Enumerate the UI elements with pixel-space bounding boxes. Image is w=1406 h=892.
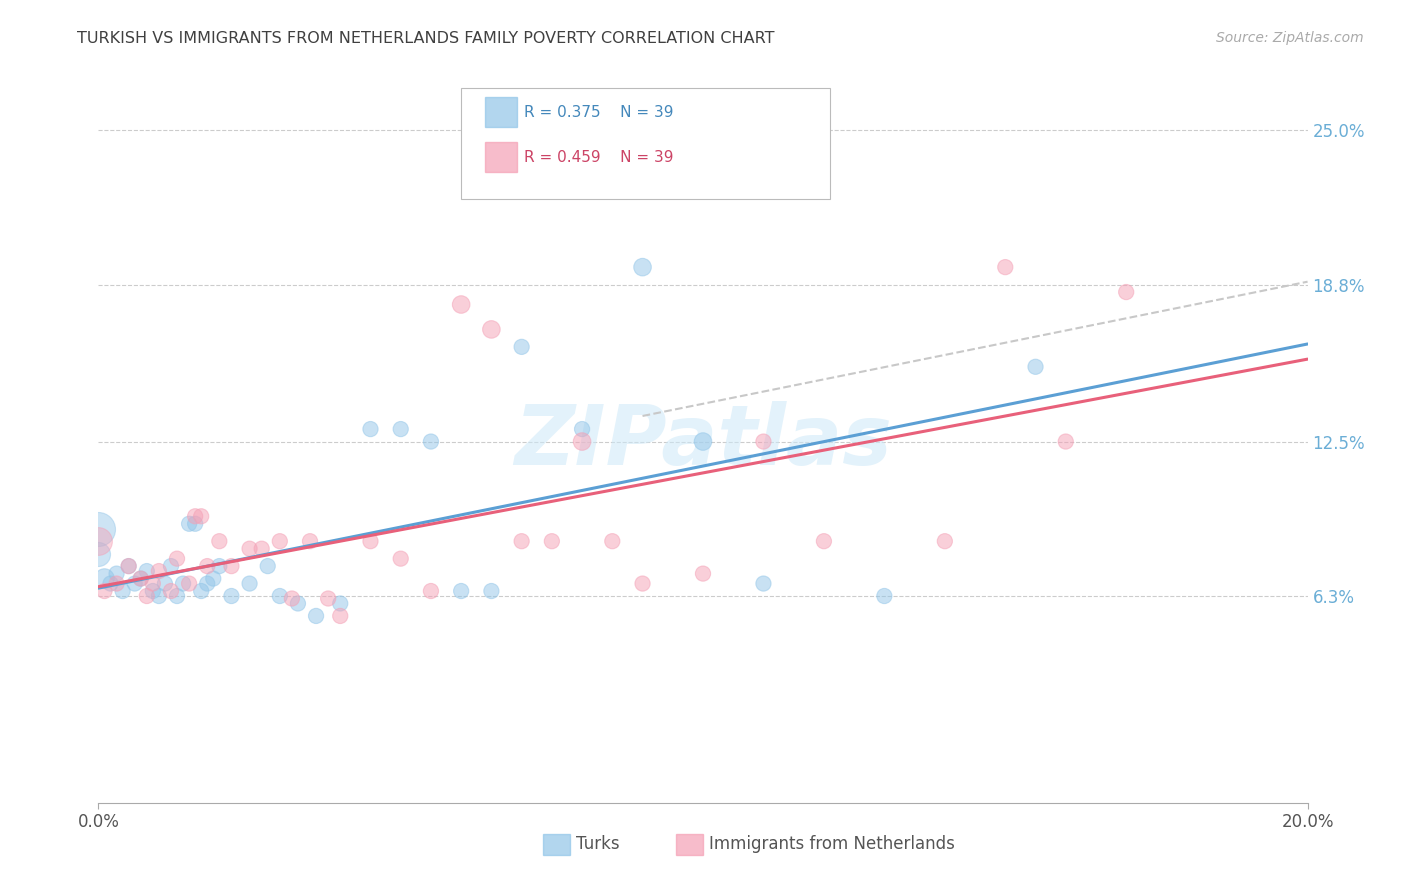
Point <box>360 534 382 549</box>
Point <box>510 534 533 549</box>
Point <box>510 340 533 354</box>
Point <box>87 522 110 536</box>
Point <box>389 422 412 436</box>
Point <box>450 297 472 311</box>
Text: Source: ZipAtlas.com: Source: ZipAtlas.com <box>1216 31 1364 45</box>
Point <box>221 559 243 574</box>
Text: Immigrants from Netherlands: Immigrants from Netherlands <box>709 835 955 853</box>
FancyBboxPatch shape <box>676 834 703 855</box>
Point <box>540 534 562 549</box>
Point <box>202 572 225 586</box>
FancyBboxPatch shape <box>461 87 830 200</box>
Point <box>105 576 128 591</box>
Point <box>93 572 115 586</box>
Point <box>420 434 443 449</box>
Point <box>299 534 322 549</box>
FancyBboxPatch shape <box>543 834 569 855</box>
Point <box>184 509 207 524</box>
Point <box>250 541 273 556</box>
Text: ZIPatlas: ZIPatlas <box>515 401 891 482</box>
Point <box>166 589 188 603</box>
Point <box>631 260 654 274</box>
Point <box>752 576 775 591</box>
Point <box>1024 359 1046 374</box>
Point <box>329 609 352 624</box>
Point <box>172 576 194 591</box>
Point <box>153 576 176 591</box>
Point <box>571 422 593 436</box>
Point <box>190 509 212 524</box>
Point <box>692 566 714 581</box>
Point <box>118 559 141 574</box>
Point <box>602 534 624 549</box>
Point <box>105 566 128 581</box>
Point <box>1054 434 1077 449</box>
Point <box>813 534 835 549</box>
Point <box>287 597 309 611</box>
Point <box>256 559 278 574</box>
Point <box>129 572 152 586</box>
Point <box>873 589 896 603</box>
Point <box>190 584 212 599</box>
Point <box>360 422 382 436</box>
Point <box>135 564 157 578</box>
Point <box>142 576 165 591</box>
Point <box>166 551 188 566</box>
Point <box>100 576 122 591</box>
Point <box>179 516 201 531</box>
Point <box>692 434 714 449</box>
Point <box>316 591 339 606</box>
Point <box>994 260 1017 274</box>
FancyBboxPatch shape <box>485 142 517 172</box>
Point <box>481 322 503 336</box>
Point <box>269 589 291 603</box>
Point <box>184 516 207 531</box>
Point <box>450 584 472 599</box>
Point <box>160 584 183 599</box>
Point <box>305 609 328 624</box>
Point <box>208 534 231 549</box>
Point <box>571 434 593 449</box>
Point <box>239 576 262 591</box>
Point <box>281 591 304 606</box>
Point <box>329 597 352 611</box>
Point <box>148 589 170 603</box>
Point <box>1115 285 1137 299</box>
FancyBboxPatch shape <box>485 97 517 128</box>
Point <box>934 534 956 549</box>
Point <box>269 534 291 549</box>
Point <box>129 572 152 586</box>
Point <box>93 584 115 599</box>
Point <box>111 584 134 599</box>
Point <box>87 547 110 561</box>
Point <box>179 576 201 591</box>
Text: R = 0.459    N = 39: R = 0.459 N = 39 <box>524 150 673 165</box>
Point <box>135 589 157 603</box>
Point <box>87 534 110 549</box>
Point <box>389 551 412 566</box>
Point <box>148 564 170 578</box>
Point <box>124 576 146 591</box>
Point <box>239 541 262 556</box>
Text: TURKISH VS IMMIGRANTS FROM NETHERLANDS FAMILY POVERTY CORRELATION CHART: TURKISH VS IMMIGRANTS FROM NETHERLANDS F… <box>77 31 775 46</box>
Point <box>195 559 218 574</box>
Point <box>195 576 218 591</box>
Point <box>752 434 775 449</box>
Point <box>142 584 165 599</box>
Point <box>221 589 243 603</box>
Point <box>420 584 443 599</box>
Point <box>208 559 231 574</box>
Point <box>631 576 654 591</box>
Point <box>160 559 183 574</box>
Point <box>118 559 141 574</box>
Text: R = 0.375    N = 39: R = 0.375 N = 39 <box>524 104 673 120</box>
Point <box>481 584 503 599</box>
Text: Turks: Turks <box>576 835 620 853</box>
